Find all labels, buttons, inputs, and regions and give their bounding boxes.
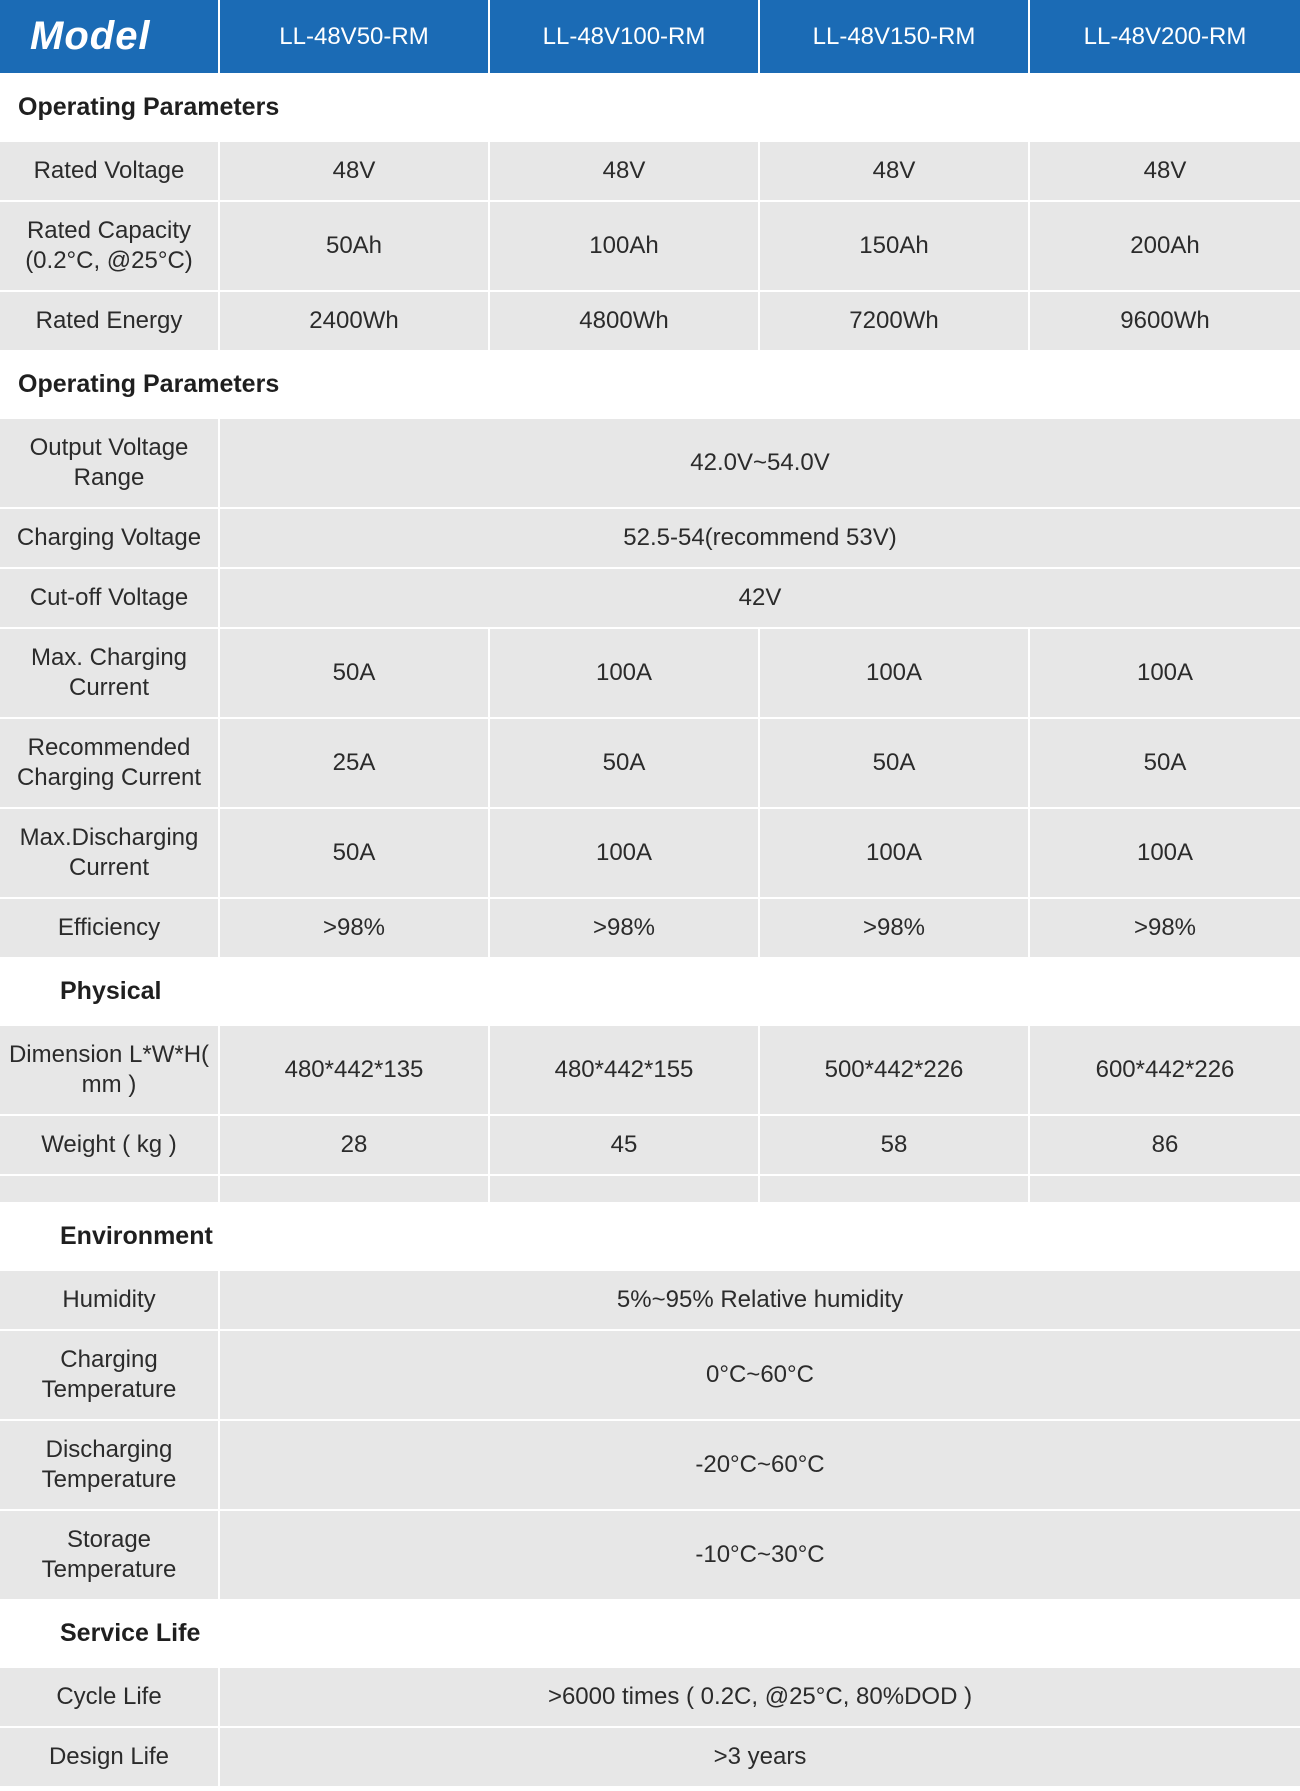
table-row: Rated Capacity (0.2°C, @25°C)50Ah100Ah15… — [0, 202, 1300, 292]
row-value: 200Ah — [1030, 202, 1300, 292]
row-value: 28 — [220, 1116, 490, 1176]
section-header: Operating Parameters — [0, 352, 1300, 419]
gap-row — [0, 1176, 1300, 1204]
row-label: Max. Charging Current — [0, 629, 220, 719]
model-col-1: LL-48V100-RM — [490, 0, 760, 75]
table-row: Recommended Charging Current25A50A50A50A — [0, 719, 1300, 809]
row-value: 100A — [1030, 809, 1300, 899]
header-row: Model LL-48V50-RM LL-48V100-RM LL-48V150… — [0, 0, 1300, 75]
row-label: Max.Discharging Current — [0, 809, 220, 899]
table-row: Weight ( kg )28455886 — [0, 1116, 1300, 1176]
section-title: Operating Parameters — [0, 75, 1300, 142]
table-row: Output Voltage Range42.0V~54.0V — [0, 419, 1300, 509]
row-label: Discharging Temperature — [0, 1421, 220, 1511]
row-value: 58 — [760, 1116, 1030, 1176]
row-value: 100A — [760, 629, 1030, 719]
row-value-span: 5%~95% Relative humidity — [220, 1271, 1300, 1331]
row-value: 50A — [760, 719, 1030, 809]
table-row: Discharging Temperature-20°C~60°C — [0, 1421, 1300, 1511]
row-value: 48V — [1030, 142, 1300, 202]
spec-table: Model LL-48V50-RM LL-48V100-RM LL-48V150… — [0, 0, 1300, 1788]
row-value-span: 52.5-54(recommend 53V) — [220, 509, 1300, 569]
model-col-0: LL-48V50-RM — [220, 0, 490, 75]
row-label: Storage Temperature — [0, 1511, 220, 1601]
table-row: Humidity5%~95% Relative humidity — [0, 1271, 1300, 1331]
row-value: 480*442*155 — [490, 1026, 760, 1116]
row-value: >98% — [220, 899, 490, 959]
table-row: Max.Discharging Current50A100A100A100A — [0, 809, 1300, 899]
table-row: Design Life>3 years — [0, 1728, 1300, 1788]
row-value-span: 42.0V~54.0V — [220, 419, 1300, 509]
row-label: Charging Voltage — [0, 509, 220, 569]
row-value: 50A — [1030, 719, 1300, 809]
row-value: 48V — [220, 142, 490, 202]
row-value: 100A — [760, 809, 1030, 899]
table-row: Rated Voltage48V48V48V48V — [0, 142, 1300, 202]
row-label: Output Voltage Range — [0, 419, 220, 509]
table-row: Cycle Life>6000 times ( 0.2C, @25°C, 80%… — [0, 1668, 1300, 1728]
table-row: Dimension L*W*H( mm )480*442*135480*442*… — [0, 1026, 1300, 1116]
row-value: 48V — [490, 142, 760, 202]
row-value: 48V — [760, 142, 1030, 202]
row-value: 50Ah — [220, 202, 490, 292]
row-label: Recommended Charging Current — [0, 719, 220, 809]
model-col-3: LL-48V200-RM — [1030, 0, 1300, 75]
section-title: Physical — [0, 959, 1300, 1026]
row-value-span: 42V — [220, 569, 1300, 629]
row-value: 500*442*226 — [760, 1026, 1030, 1116]
section-title: Service Life — [0, 1601, 1300, 1668]
table-row: Efficiency>98%>98%>98%>98% — [0, 899, 1300, 959]
row-label: Humidity — [0, 1271, 220, 1331]
row-label: Rated Capacity (0.2°C, @25°C) — [0, 202, 220, 292]
row-value-span: >3 years — [220, 1728, 1300, 1788]
row-label: Dimension L*W*H( mm ) — [0, 1026, 220, 1116]
row-value: 600*442*226 — [1030, 1026, 1300, 1116]
row-label: Design Life — [0, 1728, 220, 1788]
row-label: Efficiency — [0, 899, 220, 959]
row-value-span: >6000 times ( 0.2C, @25°C, 80%DOD ) — [220, 1668, 1300, 1728]
model-col-2: LL-48V150-RM — [760, 0, 1030, 75]
row-value: >98% — [760, 899, 1030, 959]
row-value: 150Ah — [760, 202, 1030, 292]
table-row: Charging Temperature0°C~60°C — [0, 1331, 1300, 1421]
table-row: Storage Temperature-10°C~30°C — [0, 1511, 1300, 1601]
row-value: >98% — [490, 899, 760, 959]
row-value-span: -20°C~60°C — [220, 1421, 1300, 1511]
header-title: Model — [0, 0, 220, 75]
row-value: 50A — [490, 719, 760, 809]
table-row: Max. Charging Current50A100A100A100A — [0, 629, 1300, 719]
row-value-span: -10°C~30°C — [220, 1511, 1300, 1601]
row-value: 7200Wh — [760, 292, 1030, 352]
table-row: Rated Energy2400Wh4800Wh7200Wh9600Wh — [0, 292, 1300, 352]
row-value: 100A — [1030, 629, 1300, 719]
row-value: 9600Wh — [1030, 292, 1300, 352]
row-label: Weight ( kg ) — [0, 1116, 220, 1176]
row-label: Cut-off Voltage — [0, 569, 220, 629]
row-value: 4800Wh — [490, 292, 760, 352]
table-row: Cut-off Voltage42V — [0, 569, 1300, 629]
row-value: 50A — [220, 809, 490, 899]
section-title: Operating Parameters — [0, 352, 1300, 419]
row-value: >98% — [1030, 899, 1300, 959]
row-value: 100Ah — [490, 202, 760, 292]
section-title: Environment — [0, 1204, 1300, 1271]
row-label: Rated Energy — [0, 292, 220, 352]
section-header: Environment — [0, 1204, 1300, 1271]
row-value-span: 0°C~60°C — [220, 1331, 1300, 1421]
row-value: 100A — [490, 629, 760, 719]
row-value: 100A — [490, 809, 760, 899]
row-label: Rated Voltage — [0, 142, 220, 202]
row-value: 2400Wh — [220, 292, 490, 352]
row-label: Cycle Life — [0, 1668, 220, 1728]
table-row: Charging Voltage52.5-54(recommend 53V) — [0, 509, 1300, 569]
row-value: 25A — [220, 719, 490, 809]
row-value: 50A — [220, 629, 490, 719]
row-value: 480*442*135 — [220, 1026, 490, 1116]
row-value: 86 — [1030, 1116, 1300, 1176]
row-value: 45 — [490, 1116, 760, 1176]
section-header: Service Life — [0, 1601, 1300, 1668]
row-label: Charging Temperature — [0, 1331, 220, 1421]
section-header: Physical — [0, 959, 1300, 1026]
section-header: Operating Parameters — [0, 75, 1300, 142]
